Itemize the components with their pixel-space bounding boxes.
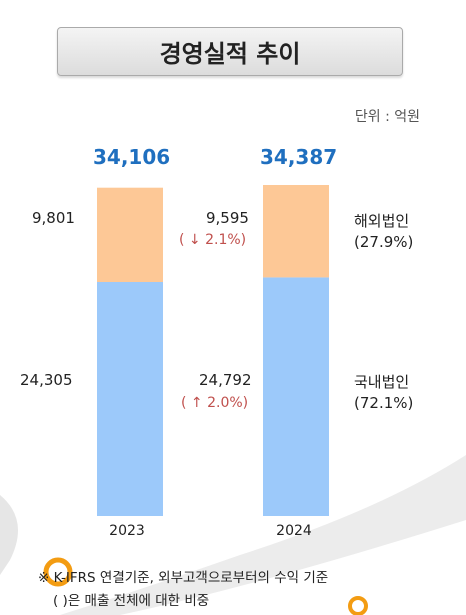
- orange-ring-small-icon: [348, 596, 368, 615]
- footnote-share: ( )은 매출 전체에 대한 비중: [53, 593, 210, 609]
- overseas-value-2023: 9,801: [32, 209, 75, 227]
- x-tick-2023: 2023: [109, 523, 145, 539]
- overseas-value-2024: 9,595: [206, 209, 249, 227]
- bar-2024-domestic: [263, 277, 329, 516]
- total-2024: 34,387: [260, 145, 338, 169]
- x-tick-2024: 2024: [276, 523, 312, 539]
- page-title: 경영실적 추이: [57, 27, 403, 76]
- legend-domestic: 국내법인 (72.1%): [354, 372, 413, 414]
- legend-overseas-name: 해외법인: [354, 212, 410, 230]
- footnote-basis: ※ K-IFRS 연결기준, 외부고객으로부터의 수익 기준: [38, 570, 329, 586]
- bar-2023-overseas: [97, 187, 163, 282]
- legend-overseas-share: (27.9%): [354, 233, 414, 251]
- unit-label: 단위 : 억원: [354, 109, 420, 125]
- orange-ring-icon: [43, 557, 73, 587]
- legend-overseas: 해외법인 (27.9%): [354, 211, 413, 253]
- domestic-change-2024: ( ↑ 2.0%): [181, 395, 249, 411]
- legend-domestic-share: (72.1%): [354, 394, 414, 412]
- overseas-change-2024: ( ↓ 2.1%): [179, 232, 247, 248]
- bar-2024-overseas: [263, 185, 329, 278]
- bar-2023-domestic: [97, 282, 163, 516]
- domestic-value-2023: 24,305: [20, 371, 73, 389]
- total-2023: 34,106: [93, 145, 171, 169]
- legend-domestic-name: 국내법인: [354, 373, 410, 391]
- domestic-value-2024: 24,792: [199, 371, 252, 389]
